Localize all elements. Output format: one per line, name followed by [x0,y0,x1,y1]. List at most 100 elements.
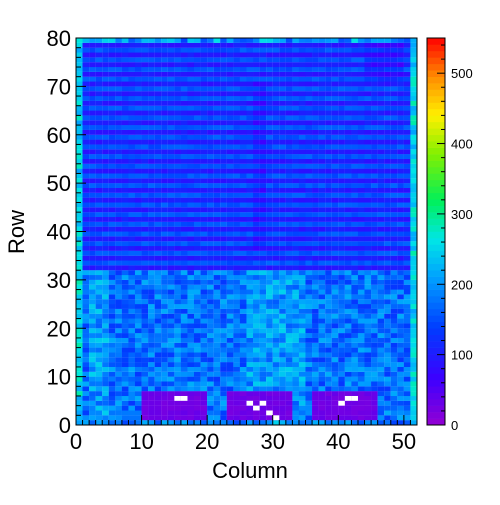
heatmap-cell [390,415,398,421]
heatmap-cell [75,241,83,247]
heatmap-cell [128,120,136,126]
heatmap-cell [377,231,385,237]
heatmap-cell [403,386,411,392]
heatmap-cell [253,347,260,353]
heatmap-cell [134,144,142,150]
heatmap-cell [89,96,96,101]
heatmap-cells [75,37,418,426]
heatmap-cell [384,47,391,53]
heatmap-cell [357,192,365,198]
heatmap-cell [148,420,155,426]
heatmap-cell [351,308,359,314]
heatmap-cell [180,139,188,145]
heatmap-cell [344,139,352,145]
heatmap-cell [371,47,378,53]
heatmap-cell [220,81,227,87]
color-bar-segment [427,50,445,58]
heatmap-cell [167,144,175,150]
heatmap-cell [364,381,372,387]
heatmap-cell [82,134,90,140]
heatmap-cell [272,120,280,126]
heatmap-cell [128,357,136,363]
heatmap-cell [279,352,286,358]
heatmap-cell [266,342,273,348]
heatmap-cell [298,381,306,387]
heatmap-cell [161,308,168,314]
heatmap-cell [213,96,221,101]
heatmap-cell [351,279,359,285]
heatmap-cell [220,284,227,290]
heatmap-cell [285,212,293,218]
color-bar-tick-label: 200 [451,277,473,292]
heatmap-cell [82,221,90,227]
heatmap-cell [207,129,214,135]
heatmap-cell [200,197,208,203]
heatmap-cell [187,197,195,203]
heatmap-cell [272,371,280,377]
heatmap-cell [312,149,319,155]
heatmap-cell [213,105,221,111]
heatmap-cell [220,76,227,82]
heatmap-cell [377,395,385,401]
color-bar-segment [427,399,445,406]
color-bar-segment [427,270,445,277]
heatmap-cell [331,42,339,48]
heatmap-cell [298,178,306,184]
heatmap-cell [180,192,188,198]
heatmap-cell [233,47,240,53]
heatmap-cell [115,62,122,68]
heatmap-cell [279,76,286,82]
heatmap-cell [292,241,300,247]
heatmap-cell [357,129,365,135]
empty-cell [174,395,181,401]
heatmap-cell [128,347,136,353]
heatmap-cell [253,420,260,426]
heatmap-cell [410,42,418,48]
heatmap-cell [226,154,234,159]
heatmap-cell [377,386,385,392]
heatmap-cell [200,221,208,227]
heatmap-cell [161,376,168,382]
heatmap-cell [325,289,332,295]
heatmap-cell [134,231,142,237]
heatmap-cell [305,163,313,169]
heatmap-cell [161,337,168,343]
heatmap-cell [115,144,122,150]
heatmap-cell [364,308,372,314]
heatmap-cell [325,366,332,372]
heatmap-cell [141,216,149,222]
heatmap-cell [384,400,391,406]
heatmap-cell [325,226,332,232]
heatmap-cell [200,144,208,150]
color-bar-segment [427,63,445,71]
heatmap-cell [220,66,227,72]
heatmap-cell [75,400,83,406]
heatmap-cell [298,47,306,53]
heatmap-cell [285,274,293,280]
heatmap-cell [266,212,273,218]
heatmap-cell [134,158,142,164]
heatmap-cell [279,410,286,416]
heatmap-cell [318,265,326,271]
heatmap-cell [253,318,260,324]
heatmap-cell [187,207,195,213]
heatmap-cell [279,260,286,266]
heatmap-cell [318,391,326,397]
heatmap-cell [200,245,208,251]
heatmap-cell [364,144,372,150]
heatmap-cell [134,333,142,338]
heatmap-cell [233,381,240,387]
heatmap-cell [312,163,319,169]
heatmap-cell [187,37,195,43]
heatmap-cell [187,231,195,237]
heatmap-cell [108,415,116,421]
heatmap-cell [161,304,168,309]
heatmap-cell [357,231,365,237]
heatmap-cell [357,337,365,343]
heatmap-cell [161,183,168,189]
heatmap-cell [246,415,254,421]
heatmap-cell [89,37,96,43]
heatmap-cell [325,134,332,140]
heatmap-cell [403,299,411,305]
heatmap-cell [253,144,260,150]
